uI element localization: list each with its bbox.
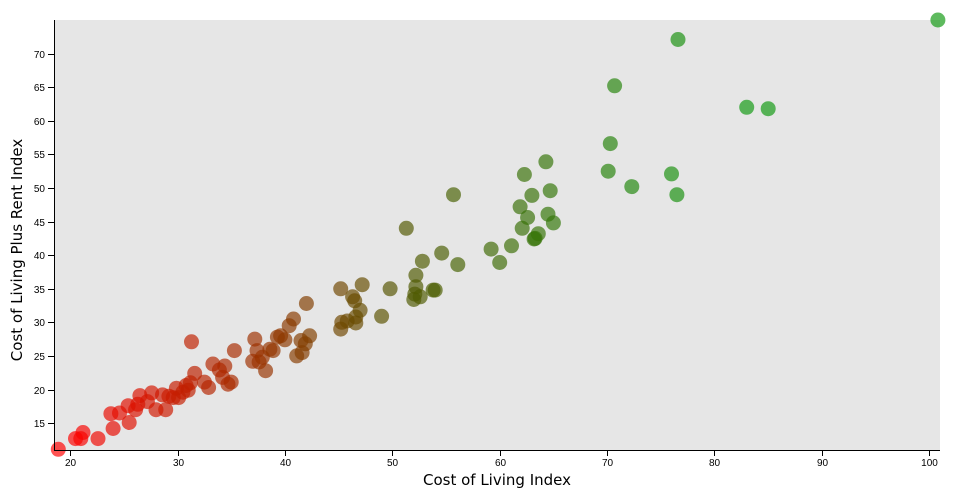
data-point — [542, 183, 558, 199]
data-point — [247, 331, 263, 347]
data-point — [258, 363, 274, 379]
data-point — [352, 302, 368, 318]
data-point — [504, 238, 519, 254]
data-point — [545, 215, 561, 231]
data-point — [158, 402, 174, 418]
data-point — [333, 281, 349, 297]
data-point — [492, 255, 508, 270]
x-axis: 20 30 40 50 60 70 80 90 100 — [54, 450, 940, 469]
data-point — [201, 380, 217, 395]
data-point — [217, 358, 233, 374]
data-point — [398, 220, 414, 236]
data-point — [348, 315, 364, 331]
points-layer — [50, 12, 946, 457]
data-point — [516, 167, 532, 182]
y-tick-label: 50 — [34, 184, 46, 195]
data-point — [382, 281, 398, 297]
x-tick-label: 90 — [817, 458, 829, 469]
x-axis-title: Cost of Living Index — [423, 471, 571, 489]
data-point — [298, 296, 314, 311]
x-tick-label: 80 — [709, 458, 721, 469]
y-tick-label: 40 — [34, 251, 46, 262]
data-point — [670, 32, 686, 47]
data-point — [412, 289, 428, 305]
y-axis: 15 20 25 30 35 40 45 50 55 60 65 70 — [34, 20, 55, 450]
data-point — [600, 163, 616, 179]
data-point — [90, 431, 106, 447]
y-tick-label: 25 — [34, 352, 46, 363]
data-point — [434, 245, 450, 261]
y-tick-label: 55 — [34, 150, 46, 161]
data-point — [223, 374, 239, 390]
x-tick-label: 30 — [173, 458, 185, 469]
y-tick-label: 45 — [34, 218, 46, 229]
data-point — [450, 257, 466, 273]
data-point — [427, 282, 443, 298]
data-point — [530, 226, 546, 242]
data-point — [184, 334, 199, 350]
data-point — [50, 441, 66, 457]
data-point — [265, 343, 281, 359]
data-point — [739, 99, 755, 115]
x-tick-label: 70 — [602, 458, 614, 469]
data-point — [302, 328, 318, 344]
data-point — [524, 187, 540, 203]
x-tick-label: 60 — [495, 458, 507, 469]
data-point — [121, 415, 137, 430]
x-tick-label: 100 — [921, 458, 938, 469]
data-point — [930, 12, 946, 28]
data-point — [602, 136, 618, 152]
data-point — [75, 425, 91, 440]
y-tick-label: 70 — [34, 50, 46, 61]
data-point — [277, 332, 293, 348]
data-point — [512, 199, 528, 215]
data-point — [538, 154, 554, 170]
x-tick-label: 50 — [387, 458, 399, 469]
data-point — [187, 365, 203, 381]
data-point — [226, 343, 242, 359]
data-point — [105, 421, 121, 436]
data-point — [374, 308, 390, 324]
y-tick-label: 65 — [34, 83, 46, 94]
y-axis-title: Cost of Living Plus Rent Index — [8, 139, 26, 362]
data-point — [446, 187, 461, 203]
y-tick-label: 30 — [34, 318, 46, 329]
x-tick-label: 40 — [280, 458, 292, 469]
data-point — [624, 179, 640, 195]
y-tick-label: 60 — [34, 117, 46, 128]
data-point — [664, 166, 679, 182]
y-tick-label: 20 — [34, 386, 46, 397]
data-point — [520, 210, 536, 225]
y-tick-label: 15 — [34, 419, 46, 430]
data-point — [669, 187, 685, 203]
y-tick-label: 35 — [34, 285, 46, 296]
data-point — [408, 267, 424, 283]
data-point — [483, 241, 499, 257]
data-point — [760, 101, 776, 117]
data-point — [414, 253, 430, 269]
data-point — [286, 311, 301, 327]
x-tick-label: 20 — [65, 458, 77, 469]
data-point — [607, 78, 623, 94]
data-point — [354, 277, 370, 293]
